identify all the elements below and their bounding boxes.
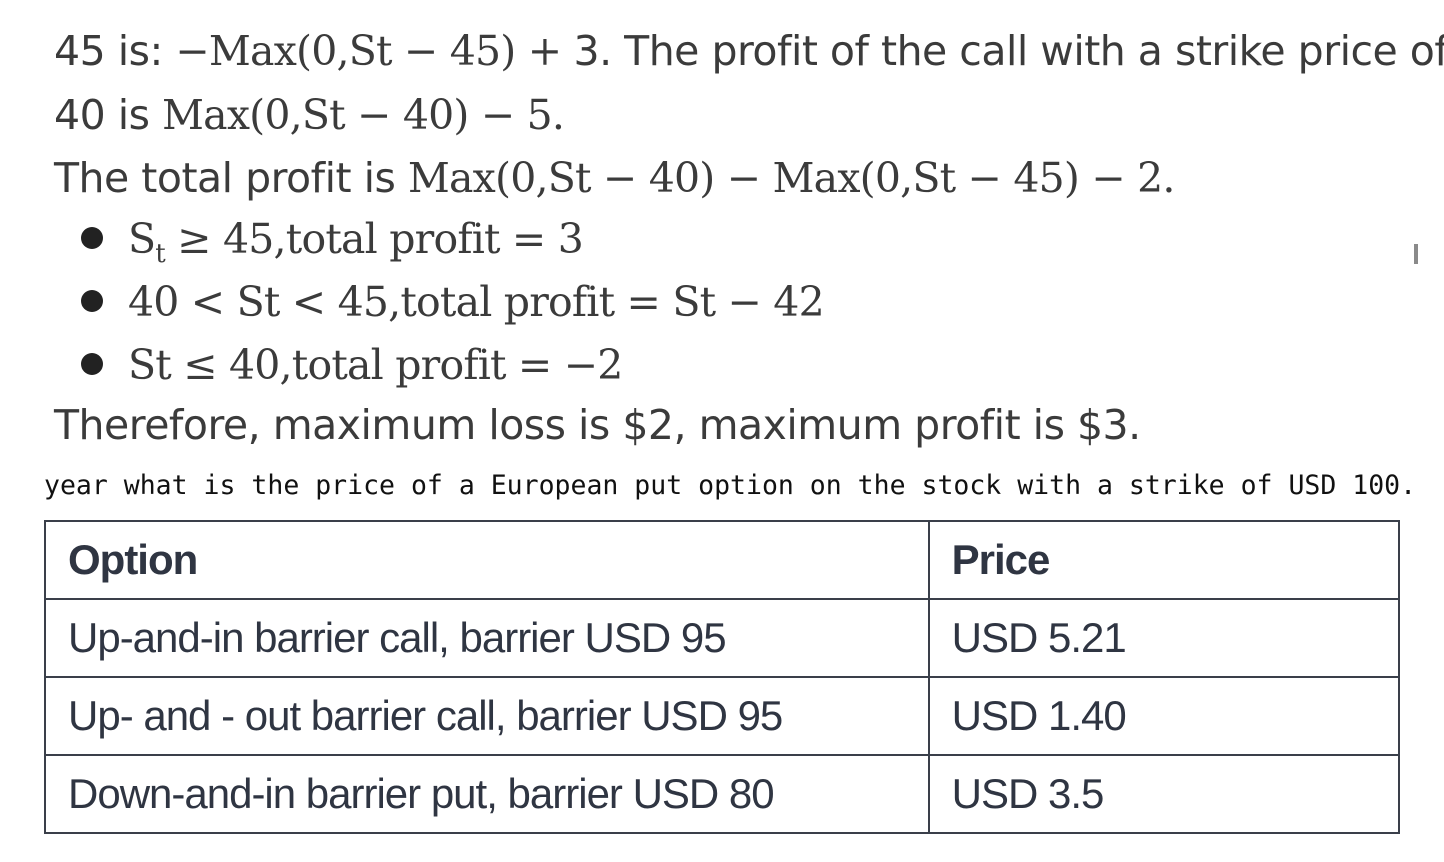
bullet-dot-icon [81,227,103,249]
text-line-2: 40 is Max(0,St − 40) − 5. [54,90,565,140]
table-row: Up-and-in barrier call, barrier USD 95 U… [44,598,1401,678]
cell-option: Up-and-in barrier call, barrier USD 95 [44,598,930,678]
cell-price: USD 5.21 [927,598,1401,678]
line1-prefix: 45 is: [54,27,176,75]
line2-prefix: 40 is [54,91,162,139]
bullet-dot-icon [81,290,103,312]
line1-formula: −Max(0,St − 45) + [175,27,574,75]
question-text: year what is the price of a European put… [44,470,1417,501]
bullet-1-subscript: t [155,239,165,270]
bullet-1-symbol: S [128,215,156,263]
cell-option: Down-and-in barrier put, barrier USD 80 [44,754,930,834]
table-header-row: Option Price [44,520,1401,600]
bullet-item-2: 40 < St < 45,total profit = St − 42 [128,278,825,326]
bullet-item-3: St ≤ 40,total profit = −2 [128,341,623,389]
bullet-item-1: St ≥ 45,total profit = 3 [128,214,584,279]
line2-formula: Max(0,St − 40) − 5. [162,91,565,139]
header-price: Price [927,520,1401,600]
line3-prefix: The total profit is [54,154,408,202]
cell-price: USD 1.40 [927,676,1401,756]
table-row: Up- and - out barrier call, barrier USD … [44,676,1401,756]
bullet-dot-icon [81,353,103,375]
text-line-3: The total profit is Max(0,St − 40) − Max… [54,153,1175,203]
text-line-1: 45 is: −Max(0,St − 45) + 3. The profit o… [54,26,1444,76]
option-price-table: Option Price Up-and-in barrier call, bar… [44,520,1401,834]
header-option: Option [44,520,930,600]
line3-formula: Max(0,St − 40) − Max(0,St − 45) − 2. [407,154,1176,202]
cell-option: Up- and - out barrier call, barrier USD … [44,676,930,756]
conclusion-text: Therefore, maximum loss is $2, maximum p… [54,401,1141,449]
text-cursor-marker [1414,244,1418,264]
table-row: Down-and-in barrier put, barrier USD 80 … [44,754,1401,834]
line1-suffix: 3. The profit of the call with a strike … [573,27,1444,75]
cell-price: USD 3.5 [927,754,1401,834]
bullet-1-text: ≥ 45,total profit = 3 [164,215,584,263]
